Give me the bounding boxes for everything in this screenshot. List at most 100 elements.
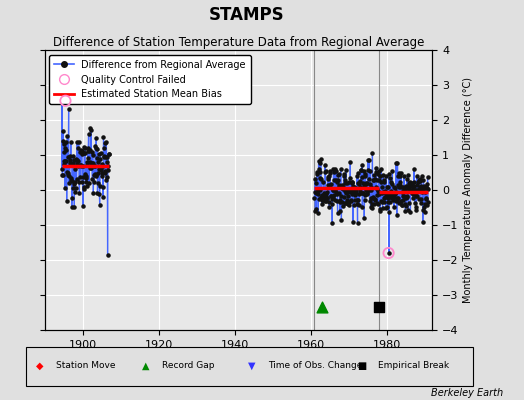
Point <box>405 182 413 188</box>
Point <box>385 171 393 177</box>
Point <box>66 153 74 160</box>
Point <box>386 198 394 205</box>
Point <box>404 207 412 213</box>
Point <box>372 184 380 190</box>
Point <box>82 175 91 182</box>
Point <box>332 177 340 184</box>
Point <box>322 198 330 204</box>
Point <box>343 188 351 194</box>
Point <box>409 195 417 201</box>
Point <box>401 208 410 214</box>
Point <box>355 191 363 197</box>
Point <box>319 197 327 204</box>
Point <box>390 183 398 190</box>
Point <box>362 181 370 188</box>
Point <box>68 177 77 184</box>
Point <box>407 183 415 189</box>
Point <box>331 187 339 193</box>
Point <box>361 192 369 198</box>
Point <box>100 145 108 151</box>
Point <box>388 181 396 187</box>
Point <box>313 190 322 197</box>
Point <box>95 202 104 208</box>
Point <box>399 184 407 190</box>
Point <box>311 189 319 196</box>
Point <box>68 204 76 210</box>
Point <box>416 177 424 184</box>
Point <box>329 187 337 194</box>
Point <box>337 217 345 224</box>
Point <box>101 170 109 176</box>
Point <box>317 194 325 200</box>
Point <box>349 183 357 189</box>
Point <box>361 171 369 178</box>
Point <box>359 190 367 196</box>
Point <box>63 170 72 176</box>
Point <box>374 187 382 194</box>
Point <box>65 172 73 179</box>
Point <box>393 159 401 166</box>
Point <box>358 190 367 196</box>
Point <box>410 165 418 172</box>
Point <box>342 199 351 206</box>
Point <box>97 160 106 167</box>
Point <box>89 160 97 166</box>
Point <box>367 187 375 193</box>
Point <box>88 175 96 182</box>
Point <box>320 192 328 199</box>
Point <box>403 176 411 182</box>
Point <box>99 134 107 140</box>
Point <box>334 172 342 178</box>
Point <box>392 212 401 218</box>
Point <box>62 139 70 145</box>
Point <box>340 172 348 179</box>
Point <box>383 184 391 190</box>
Point <box>84 155 92 161</box>
Point <box>334 170 343 177</box>
Point <box>96 183 104 189</box>
Point <box>382 173 390 179</box>
Point <box>423 173 432 180</box>
Point <box>341 188 350 194</box>
Point <box>58 172 67 178</box>
Point <box>99 184 107 190</box>
Point <box>94 180 102 186</box>
Point <box>363 180 371 187</box>
Point <box>335 182 344 188</box>
Point <box>63 169 71 175</box>
Point <box>379 194 388 201</box>
Point <box>416 184 424 190</box>
Point <box>320 197 329 204</box>
Point <box>419 218 427 225</box>
Point <box>356 184 364 191</box>
Point <box>318 201 326 208</box>
Point <box>314 187 322 193</box>
Point <box>377 199 386 205</box>
Point <box>394 173 402 179</box>
Point <box>77 162 85 169</box>
Point <box>61 158 70 164</box>
Point <box>73 139 81 145</box>
Point <box>368 194 377 201</box>
Point <box>364 157 372 163</box>
Point <box>370 177 378 183</box>
Point <box>341 179 349 186</box>
Point <box>94 169 102 176</box>
Point <box>378 184 386 190</box>
Point <box>73 158 82 164</box>
Point <box>66 160 74 166</box>
Point <box>421 184 430 190</box>
Text: Time of Obs. Change: Time of Obs. Change <box>268 362 362 370</box>
Point <box>382 191 390 198</box>
Point <box>58 171 67 178</box>
Point <box>391 160 400 166</box>
Point <box>318 197 326 203</box>
Point <box>355 180 363 187</box>
Point <box>61 185 69 191</box>
Point <box>93 154 101 161</box>
Point <box>84 145 92 151</box>
Text: Station Move: Station Move <box>56 362 115 370</box>
Point <box>423 184 431 191</box>
Point <box>98 170 106 176</box>
Point <box>99 162 107 169</box>
